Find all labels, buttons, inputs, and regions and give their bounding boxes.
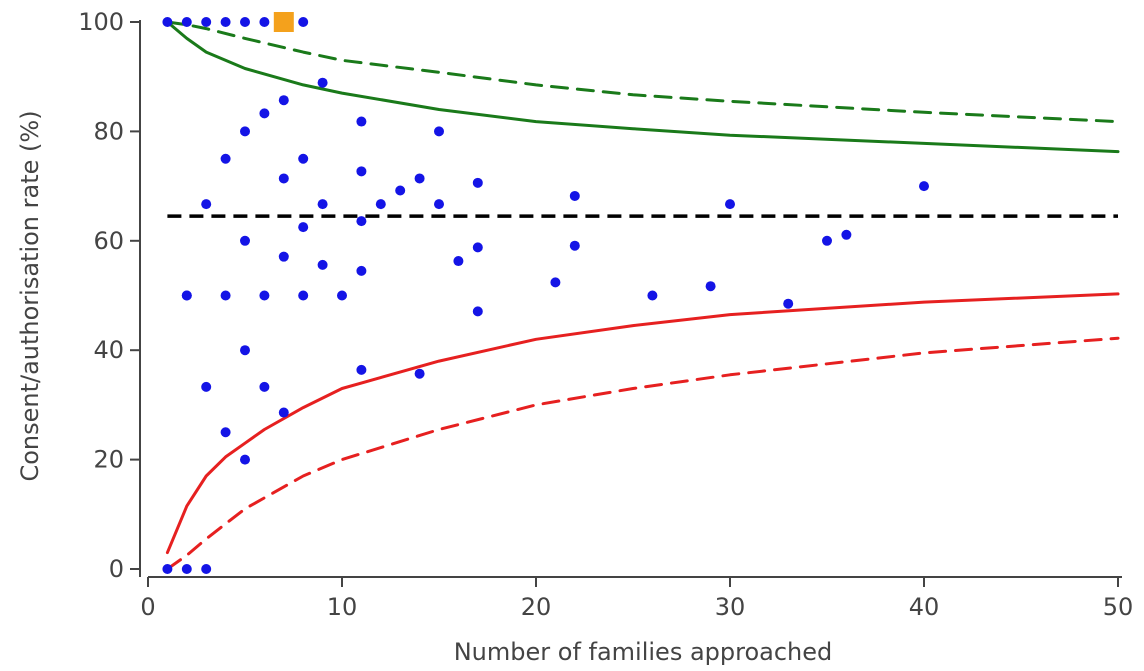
data-point — [278, 251, 289, 262]
x-ticks: 0 10 20 30 40 50 — [140, 577, 1133, 621]
y-tick-label: 80 — [93, 117, 124, 145]
curve-line-2 — [165, 20, 1120, 154]
data-point — [240, 345, 250, 356]
axes-layer — [139, 20, 1122, 578]
data-point — [337, 290, 347, 301]
highlight-layer — [273, 12, 294, 32]
data-point — [181, 564, 192, 574]
data-point — [201, 199, 212, 210]
data-point — [569, 240, 580, 251]
data-point — [841, 229, 852, 240]
data-point — [220, 427, 231, 438]
data-point — [259, 381, 270, 392]
curve-line-3 — [165, 292, 1120, 555]
data-point — [181, 17, 192, 27]
y-tick-label: 60 — [93, 227, 124, 255]
data-point — [414, 368, 425, 379]
data-point — [201, 17, 212, 27]
data-point — [783, 298, 794, 309]
data-point — [298, 17, 309, 27]
data-point — [434, 199, 444, 210]
data-point — [822, 235, 832, 246]
y-axis-title: Consent/authorisation rate (%) — [16, 110, 44, 481]
x-axis-title: Number of families approached — [454, 638, 833, 666]
data-point — [453, 256, 464, 267]
data-point — [240, 454, 250, 465]
data-point — [395, 185, 406, 196]
data-point — [240, 126, 250, 137]
points-layer — [162, 17, 929, 574]
data-point — [317, 259, 328, 270]
data-point — [201, 564, 212, 574]
data-point — [278, 173, 289, 184]
data-point — [259, 108, 270, 119]
data-point — [317, 77, 328, 88]
data-point — [220, 290, 231, 301]
data-point — [240, 235, 250, 246]
y-tick-label: 100 — [78, 8, 124, 36]
data-point — [356, 364, 367, 375]
curve-line-4 — [165, 336, 1120, 571]
data-point — [162, 564, 173, 574]
data-point — [278, 407, 289, 418]
data-point — [298, 222, 309, 233]
highlight-point — [273, 12, 294, 32]
y-tick-label: 0 — [109, 555, 124, 583]
data-point — [317, 199, 328, 210]
data-point — [356, 265, 367, 276]
data-point — [162, 17, 173, 27]
x-tick-label: 50 — [1103, 593, 1134, 621]
x-tick-label: 10 — [327, 593, 358, 621]
data-point — [298, 290, 309, 301]
data-point — [919, 181, 929, 192]
data-point — [298, 153, 309, 164]
data-point — [356, 216, 367, 227]
data-point — [220, 153, 231, 164]
data-point — [725, 199, 735, 210]
data-point — [278, 95, 289, 106]
y-tick-label: 20 — [93, 446, 124, 474]
y-ticks: 0 20 40 60 80 100 — [78, 8, 140, 583]
data-point — [356, 166, 367, 177]
data-point — [647, 290, 658, 301]
data-point — [472, 306, 483, 317]
x-tick-label: 0 — [140, 593, 155, 621]
data-point — [550, 277, 561, 288]
x-tick-label: 30 — [715, 593, 746, 621]
data-point — [220, 17, 231, 27]
data-point — [472, 177, 483, 188]
data-point — [705, 281, 716, 292]
data-point — [240, 17, 250, 27]
x-tick-label: 40 — [909, 593, 940, 621]
data-point — [569, 190, 580, 201]
data-point — [434, 126, 444, 137]
data-point — [375, 199, 386, 210]
data-point — [181, 290, 192, 301]
x-tick-label: 20 — [521, 593, 552, 621]
curve-line-1 — [165, 20, 1120, 124]
data-point — [259, 290, 270, 301]
data-point — [201, 381, 212, 392]
data-point — [356, 116, 367, 127]
data-point — [414, 173, 425, 184]
data-point — [472, 242, 483, 253]
y-tick-label: 40 — [93, 336, 124, 364]
data-point — [259, 17, 270, 27]
curves-layer — [165, 20, 1120, 571]
